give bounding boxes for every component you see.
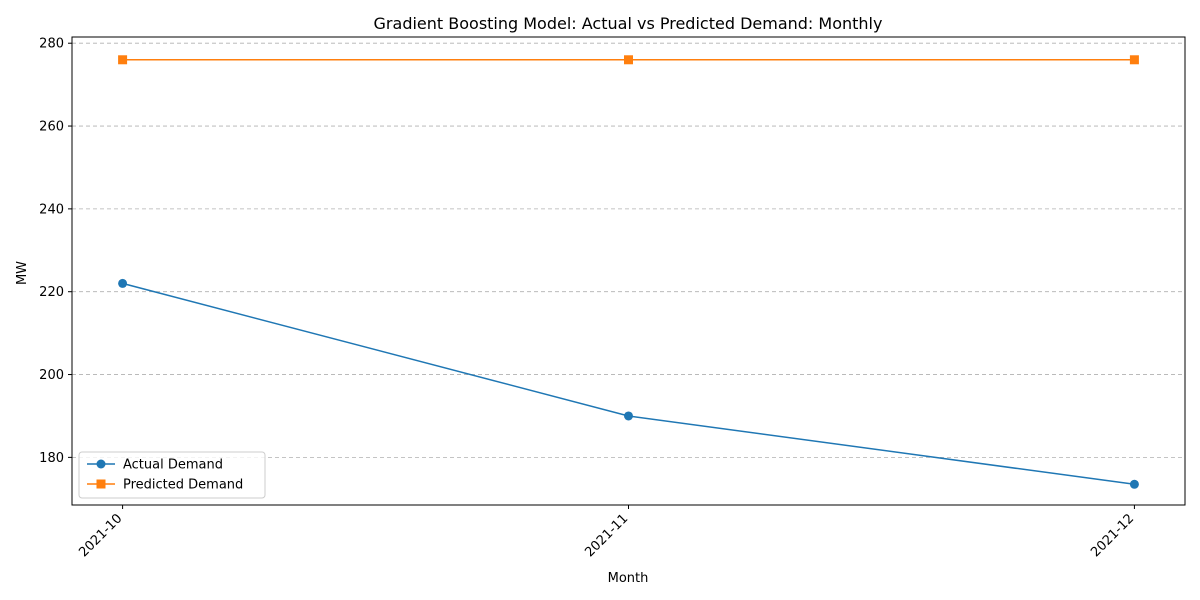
series-layer <box>118 55 1139 489</box>
plot-frame <box>71 36 1186 506</box>
chart-title: Gradient Boosting Model: Actual vs Predi… <box>374 14 883 33</box>
legend-box <box>78 451 266 499</box>
grid-layer <box>72 42 1185 458</box>
y-tick-label: 260 <box>39 120 64 135</box>
predicted-demand-point <box>624 55 633 65</box>
y-axis-label: MW <box>15 261 30 285</box>
x-tick-label: 2021-10 <box>76 511 125 560</box>
predicted-demand-point <box>118 55 128 65</box>
legend: Actual Demand Predicted Demand <box>78 451 266 499</box>
actual-demand-line <box>122 282 1135 486</box>
y-tick-label: 200 <box>39 368 64 383</box>
actual-demand-point <box>624 411 633 421</box>
actual-demand-point <box>1129 479 1139 489</box>
legend-swatch-marker <box>96 459 106 469</box>
legend-label-actual-demand: Actual Demand <box>123 458 223 473</box>
x-tick-label: 2021-12 <box>1088 511 1137 560</box>
actual-demand-point <box>118 278 128 288</box>
predicted-demand-point <box>1129 55 1139 65</box>
y-tick-label: 280 <box>39 37 64 52</box>
legend-swatch-marker <box>96 479 106 489</box>
y-tick-label: 220 <box>39 285 64 300</box>
x-axis-label: Month <box>608 571 649 586</box>
x-tick-label: 2021-11 <box>582 511 631 560</box>
legend-label-predicted-demand: Predicted Demand <box>123 478 243 493</box>
y-tick-label: 240 <box>39 202 64 217</box>
y-tick-label: 180 <box>39 451 64 466</box>
